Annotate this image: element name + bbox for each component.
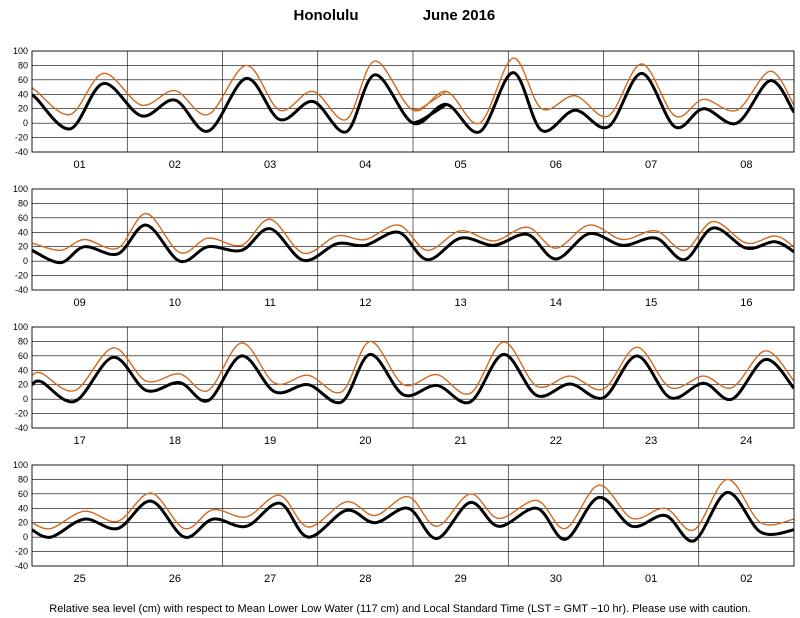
chart-title-station: Honolulu bbox=[294, 7, 359, 24]
y-tick-label: -20 bbox=[15, 271, 28, 281]
panel-frame bbox=[31, 326, 795, 429]
series-line-black bbox=[412, 103, 448, 125]
y-tick-label: 40 bbox=[18, 227, 28, 237]
y-tick-label: -40 bbox=[15, 561, 28, 571]
y-tick-label: 20 bbox=[18, 242, 28, 252]
day-label: 25 bbox=[74, 573, 86, 585]
series-line-orange bbox=[32, 340, 794, 395]
day-label: 24 bbox=[740, 435, 752, 447]
y-tick-label: 60 bbox=[18, 351, 28, 361]
day-label: 09 bbox=[74, 297, 86, 309]
day-label: 06 bbox=[550, 159, 562, 171]
series-line-orange bbox=[32, 212, 794, 255]
tide-panel: -40 -20 0 20 40 60 80 100 25 26 27 28 29 30 01 02 bbox=[13, 460, 795, 585]
panel-frame bbox=[31, 50, 795, 153]
day-label: 29 bbox=[455, 573, 467, 585]
tide-curves bbox=[32, 340, 794, 405]
y-tick-label: -40 bbox=[15, 423, 28, 433]
tide-curves bbox=[32, 478, 794, 543]
y-tick-label: 40 bbox=[18, 89, 28, 99]
day-label: 28 bbox=[359, 573, 371, 585]
day-label: 01 bbox=[74, 159, 86, 171]
series-line-black bbox=[32, 71, 794, 134]
day-label: 03 bbox=[264, 159, 276, 171]
day-label: 13 bbox=[455, 297, 467, 309]
chart-title-period: June 2016 bbox=[423, 7, 496, 24]
day-label: 19 bbox=[264, 435, 276, 447]
day-label: 12 bbox=[359, 297, 371, 309]
y-tick-label: 60 bbox=[18, 75, 28, 85]
day-label: 26 bbox=[169, 573, 181, 585]
day-label: 05 bbox=[455, 159, 467, 171]
day-label: 15 bbox=[645, 297, 657, 309]
tide-panel: -40 -20 0 20 40 60 80 100 17 18 19 20 21 22 23 24 bbox=[13, 322, 795, 447]
y-tick-label: -40 bbox=[15, 285, 28, 295]
day-label: 02 bbox=[169, 159, 181, 171]
y-tick-label: -20 bbox=[15, 547, 28, 557]
day-label: 20 bbox=[359, 435, 371, 447]
y-tick-label: 100 bbox=[13, 322, 28, 332]
chart-footnote: Relative sea level (cm) with respect to … bbox=[49, 603, 750, 615]
day-label: 27 bbox=[264, 573, 276, 585]
day-label: 07 bbox=[645, 159, 657, 171]
series-line-black bbox=[32, 490, 794, 543]
y-tick-label: 60 bbox=[18, 489, 28, 499]
panel-frame bbox=[31, 188, 795, 291]
series-line-orange bbox=[412, 90, 447, 111]
day-label: 04 bbox=[359, 159, 371, 171]
series-line-orange bbox=[32, 478, 794, 532]
y-tick-label: 0 bbox=[23, 394, 28, 404]
y-tick-label: -20 bbox=[15, 133, 28, 143]
y-tick-label: 20 bbox=[18, 380, 28, 390]
y-tick-label: 80 bbox=[18, 336, 28, 346]
day-label: 18 bbox=[169, 435, 181, 447]
day-label: 23 bbox=[645, 435, 657, 447]
y-tick-label: -40 bbox=[15, 147, 28, 157]
day-label: 17 bbox=[74, 435, 86, 447]
tide-panel: -40 -20 0 20 40 60 80 100 01 02 03 04 05 06 07 08 bbox=[13, 46, 795, 171]
tide-curves bbox=[32, 57, 794, 134]
y-tick-label: 40 bbox=[18, 503, 28, 513]
series-line-black bbox=[32, 352, 794, 405]
y-tick-label: 80 bbox=[18, 474, 28, 484]
tide-curves bbox=[32, 212, 794, 265]
tide-panel: -40 -20 0 20 40 60 80 100 09 10 11 12 13 14 15 16 bbox=[13, 184, 795, 309]
day-label: 11 bbox=[264, 297, 275, 309]
day-label: 30 bbox=[550, 573, 562, 585]
day-label: 22 bbox=[550, 435, 562, 447]
y-tick-label: 100 bbox=[13, 46, 28, 56]
day-label: 14 bbox=[550, 297, 562, 309]
y-tick-label: 40 bbox=[18, 365, 28, 375]
y-tick-label: 20 bbox=[18, 104, 28, 114]
y-tick-label: 0 bbox=[23, 256, 28, 266]
y-tick-label: 60 bbox=[18, 213, 28, 223]
y-tick-label: -20 bbox=[15, 409, 28, 419]
day-label: 10 bbox=[169, 297, 181, 309]
y-tick-label: 80 bbox=[18, 60, 28, 70]
y-tick-label: 100 bbox=[13, 460, 28, 470]
day-label: 21 bbox=[455, 435, 467, 447]
panel-frame bbox=[31, 464, 795, 567]
day-label: 08 bbox=[740, 159, 752, 171]
y-tick-label: 100 bbox=[13, 184, 28, 194]
y-tick-label: 80 bbox=[18, 198, 28, 208]
y-tick-label: 0 bbox=[23, 532, 28, 542]
y-tick-label: 0 bbox=[23, 118, 28, 128]
series-line-black bbox=[32, 223, 794, 265]
day-label: 01 bbox=[645, 573, 657, 585]
day-label: 16 bbox=[740, 297, 752, 309]
day-label: 02 bbox=[740, 573, 752, 585]
y-tick-label: 20 bbox=[18, 518, 28, 528]
